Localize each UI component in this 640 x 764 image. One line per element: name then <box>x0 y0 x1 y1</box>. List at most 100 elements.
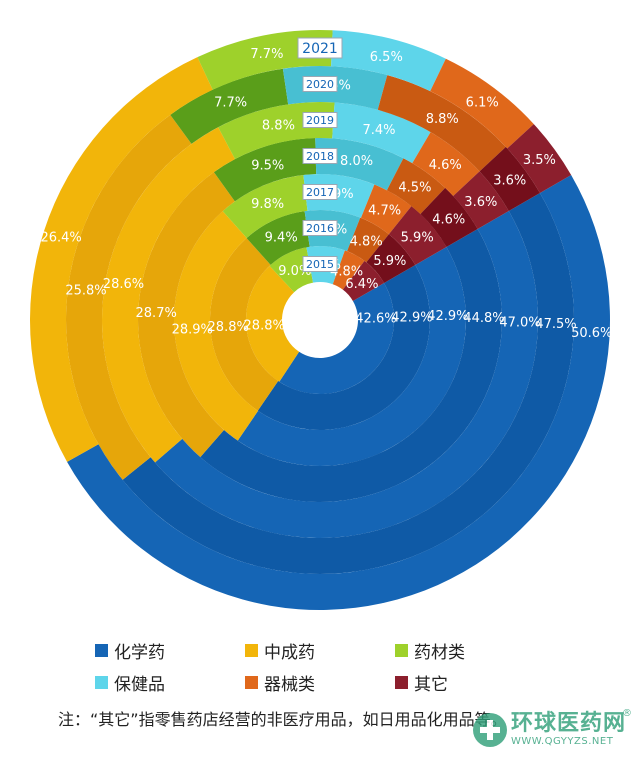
label-2016-device: 4.8% <box>350 234 383 249</box>
label-2021-device: 6.1% <box>466 96 499 111</box>
ring-2020-segment-chinese-patent <box>66 114 192 480</box>
legend-label-herbal: 药材类 <box>414 643 465 663</box>
year-tag-2019: 2019 <box>306 114 334 127</box>
label-2021-herbal: 7.7% <box>250 47 283 62</box>
label-2016-herbal: 9.4% <box>265 231 298 246</box>
label-2019-chemical: 47.0% <box>499 316 540 331</box>
label-2017-device: 4.7% <box>368 204 401 219</box>
ring-2017-segment-device <box>360 184 412 235</box>
label-2019-herbal: 8.8% <box>262 118 295 133</box>
ring-2016-segment-chinese-patent <box>210 238 279 411</box>
ring-2015-segment-chemical <box>279 283 394 395</box>
label-2020-device: 8.8% <box>426 112 459 127</box>
year-tag-box-2018 <box>302 148 338 164</box>
legend-swatch-chemical <box>95 644 108 657</box>
ring-2021-segment-device <box>430 58 534 149</box>
ring-2019-segment-chinese-patent <box>101 127 236 463</box>
watermark-url: WWW.QGYYZS.NET <box>510 736 614 747</box>
ring-2021-segment-other <box>507 124 572 193</box>
ring-2015-segment-herbal <box>269 247 314 293</box>
legend-item-other: 其它 <box>395 670 545 695</box>
label-2018-other: 4.6% <box>432 212 465 227</box>
legend-swatch-device <box>245 676 258 689</box>
label-2021-chinese-patent: 26.4% <box>40 231 81 246</box>
year-tag-box-2017 <box>302 184 338 200</box>
label-2016-other: 5.9% <box>373 254 406 269</box>
ring-2018-segment-chinese-patent <box>138 172 235 458</box>
year-tag-2018: 2018 <box>306 150 334 163</box>
year-tag-box-2019 <box>302 112 338 128</box>
label-2020-chemical: 47.5% <box>535 317 576 332</box>
legend-swatch-health <box>95 676 108 689</box>
label-2020-chinese-patent: 25.8% <box>65 283 106 298</box>
legend-label-device: 器械类 <box>264 675 315 695</box>
ring-2015-segment-other <box>342 260 385 301</box>
label-2019-chinese-patent: 28.6% <box>103 277 144 292</box>
label-2015-chinese-patent: 28.8% <box>244 319 285 334</box>
ring-2020-segment-herbal <box>170 68 289 144</box>
label-2021-health: 6.5% <box>370 50 403 65</box>
legend-swatch-other <box>395 676 408 689</box>
label-2017-other: 5.9% <box>401 231 434 246</box>
ring-2016-segment-chemical <box>257 265 430 430</box>
ring-2016-segment-other <box>366 234 416 283</box>
legend-row-1: 化学药 中成药 药材类 <box>0 638 640 663</box>
legend-item-health: 保健品 <box>95 670 245 695</box>
footnote: 注：“其它”指零售药店经营的非医疗用品，如日用品化用品等。 <box>58 710 507 729</box>
label-2021-other: 3.5% <box>523 153 556 168</box>
label-2015-chemical: 42.6% <box>355 312 396 327</box>
legend-item-chemical: 化学药 <box>95 638 245 663</box>
ring-2019-segment-chemical <box>154 211 539 538</box>
label-2016-chinese-patent: 28.8% <box>208 320 249 335</box>
label-2017-herbal: 9.8% <box>251 197 284 212</box>
ring-2019-segment-health <box>332 102 431 164</box>
label-2019-health: 7.4% <box>362 123 395 138</box>
label-2015-other: 6.4% <box>345 277 378 292</box>
year-tag-box-2015 <box>302 256 338 272</box>
ring-2021-segment-chemical <box>67 175 611 611</box>
label-2019-other: 3.6% <box>464 195 497 210</box>
label-2020-herbal: 7.7% <box>214 96 247 111</box>
year-tag-2015: 2015 <box>306 258 334 271</box>
legend-swatch-herbal <box>395 644 408 657</box>
ring-2018-segment-herbal <box>213 138 317 202</box>
ring-2019-segment-device <box>412 132 480 196</box>
ring-2018-segment-other <box>420 187 478 247</box>
ring-2017-segment-herbal <box>222 174 308 238</box>
watermark-name: 环球医药网 <box>510 711 626 736</box>
ring-2015-segment-chinese-patent <box>245 265 300 382</box>
legend-label-chinese-patent: 中成药 <box>264 643 315 663</box>
ring-2021-segment-chinese-patent <box>29 57 213 462</box>
legend-label-chemical: 化学药 <box>114 643 165 663</box>
ring-2017-segment-chinese-patent <box>173 211 259 441</box>
label-2017-chinese-patent: 28.9% <box>172 322 213 337</box>
ring-2016-segment-herbal <box>246 211 310 265</box>
year-tag-2016: 2016 <box>306 222 334 235</box>
ring-2017-segment-other <box>388 206 447 265</box>
watermark-registered: ® <box>622 708 632 719</box>
label-2020-other: 3.6% <box>493 174 526 189</box>
legend-row-2: 保健品 器械类 其它 <box>0 670 640 695</box>
legend-item-device: 器械类 <box>245 670 395 695</box>
label-2018-herbal: 9.5% <box>251 159 284 174</box>
label-2019-device: 4.6% <box>429 158 462 173</box>
label-2018-health: 8.0% <box>340 154 373 169</box>
ring-2020-segment-other <box>479 146 540 211</box>
year-tag-2020: 2020 <box>306 78 334 91</box>
ring-2018-segment-device <box>386 158 446 215</box>
year-tag-box-2021 <box>297 37 343 59</box>
label-2016-chemical: 42.9% <box>391 310 432 325</box>
ring-2017-segment-chemical <box>237 247 466 466</box>
label-2017-chemical: 42.9% <box>427 309 468 324</box>
watermark-text: 环球医药网 WWW.QGYYZS.NET <box>510 711 626 748</box>
ring-2020-segment-chemical <box>122 193 574 574</box>
legend-item-herbal: 药材类 <box>395 638 545 663</box>
label-2021-chemical: 50.6% <box>571 326 612 341</box>
ring-2018-segment-chemical <box>200 229 503 503</box>
ring-2016-segment-device <box>347 217 389 263</box>
year-tag-box-2016 <box>302 220 338 236</box>
legend-item-chinese-patent: 中成药 <box>245 638 395 663</box>
ring-2020-segment-device <box>377 75 506 172</box>
legend-swatch-chinese-patent <box>245 644 258 657</box>
